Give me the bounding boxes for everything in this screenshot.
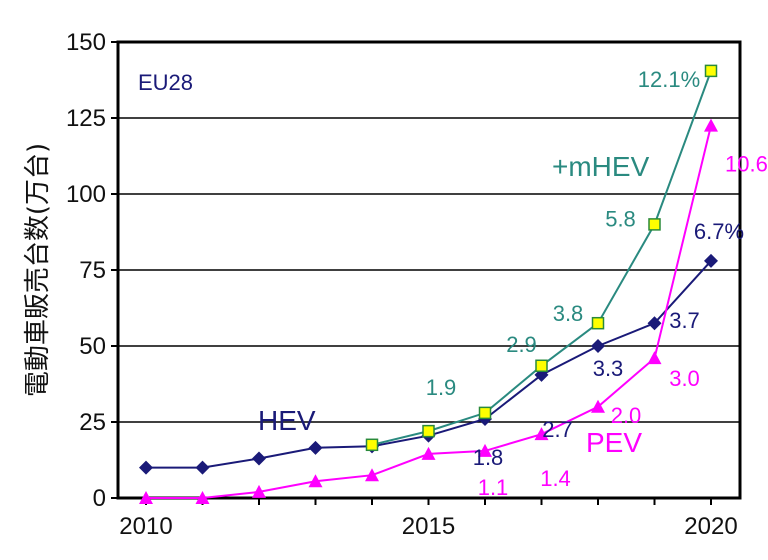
data-point: [195, 460, 210, 475]
y-tick-label: 125: [66, 105, 106, 132]
data-point: [647, 351, 662, 365]
share-label: 3.0: [669, 366, 700, 391]
share-label: 1.8: [473, 445, 504, 470]
share-label: 1.9: [426, 375, 457, 400]
y-tick-label: 50: [79, 333, 106, 360]
grid-lines: [118, 117, 740, 423]
data-point: [308, 440, 323, 455]
data-point: [422, 424, 435, 438]
share-label: 3.3: [593, 356, 624, 381]
y-tick-label: 0: [93, 485, 106, 512]
data-point: [252, 484, 266, 498]
series-line-square: [371, 70, 712, 446]
data-point: [647, 316, 662, 331]
share-label: 5.8: [605, 206, 636, 231]
data-point: [365, 438, 379, 452]
data-point: [478, 406, 492, 420]
y-tick-label: 25: [79, 409, 106, 436]
data-point: [535, 359, 548, 373]
series-label-hev: HEV: [258, 405, 316, 436]
y-tick-label: 100: [66, 181, 106, 208]
region-label: EU28: [138, 70, 193, 95]
data-point: [421, 446, 436, 460]
data-point: [478, 443, 492, 457]
data-point: [139, 491, 153, 504]
y-axis-ticks: 0 25 50 75 100 125 150: [66, 29, 118, 512]
share-label: 2.0: [611, 403, 642, 428]
x-tick-label: 2010: [119, 513, 172, 540]
share-label: 3.8: [553, 301, 584, 326]
data-point: [648, 218, 661, 231]
x-tick-label: 2020: [684, 513, 737, 540]
data-point: [139, 460, 153, 475]
share-label: 1.1: [478, 475, 509, 500]
share-annotations: 1.8 2.7 3.3 3.7 6.7% 1.9 2.9 3.8 5.8 12.1% 1.1 1.4 2…: [426, 67, 768, 500]
data-point: [534, 427, 549, 441]
data-point: [195, 491, 210, 504]
data-point: [704, 253, 718, 268]
data-point: [365, 468, 379, 482]
data-point: [704, 64, 718, 78]
series-label-pev: PEV: [586, 427, 642, 458]
x-axis-ticks: 2010 2015 2020: [119, 498, 738, 540]
data-point: [591, 316, 605, 330]
share-label: 10.6%: [725, 152, 768, 177]
data-point: [308, 474, 323, 488]
share-label: 12.1%: [638, 67, 700, 92]
series-label-mhev: +mHEV: [552, 151, 650, 182]
share-label: 6.7%: [694, 219, 744, 244]
x-tick-label: 2015: [402, 513, 455, 540]
y-axis-label: 電動車販売台数(万台): [23, 143, 53, 397]
share-label: 2.7: [542, 417, 573, 442]
data-point: [252, 451, 266, 466]
data-point: [591, 339, 605, 353]
data-point: [704, 118, 718, 132]
share-label: 1.4: [540, 466, 571, 491]
y-tick-label: 75: [79, 257, 106, 284]
series-markers: [139, 64, 718, 504]
y-tick-label: 150: [66, 29, 106, 56]
share-label: 2.9: [506, 332, 537, 357]
share-label: 3.7: [669, 308, 700, 333]
data-point: [591, 399, 605, 413]
